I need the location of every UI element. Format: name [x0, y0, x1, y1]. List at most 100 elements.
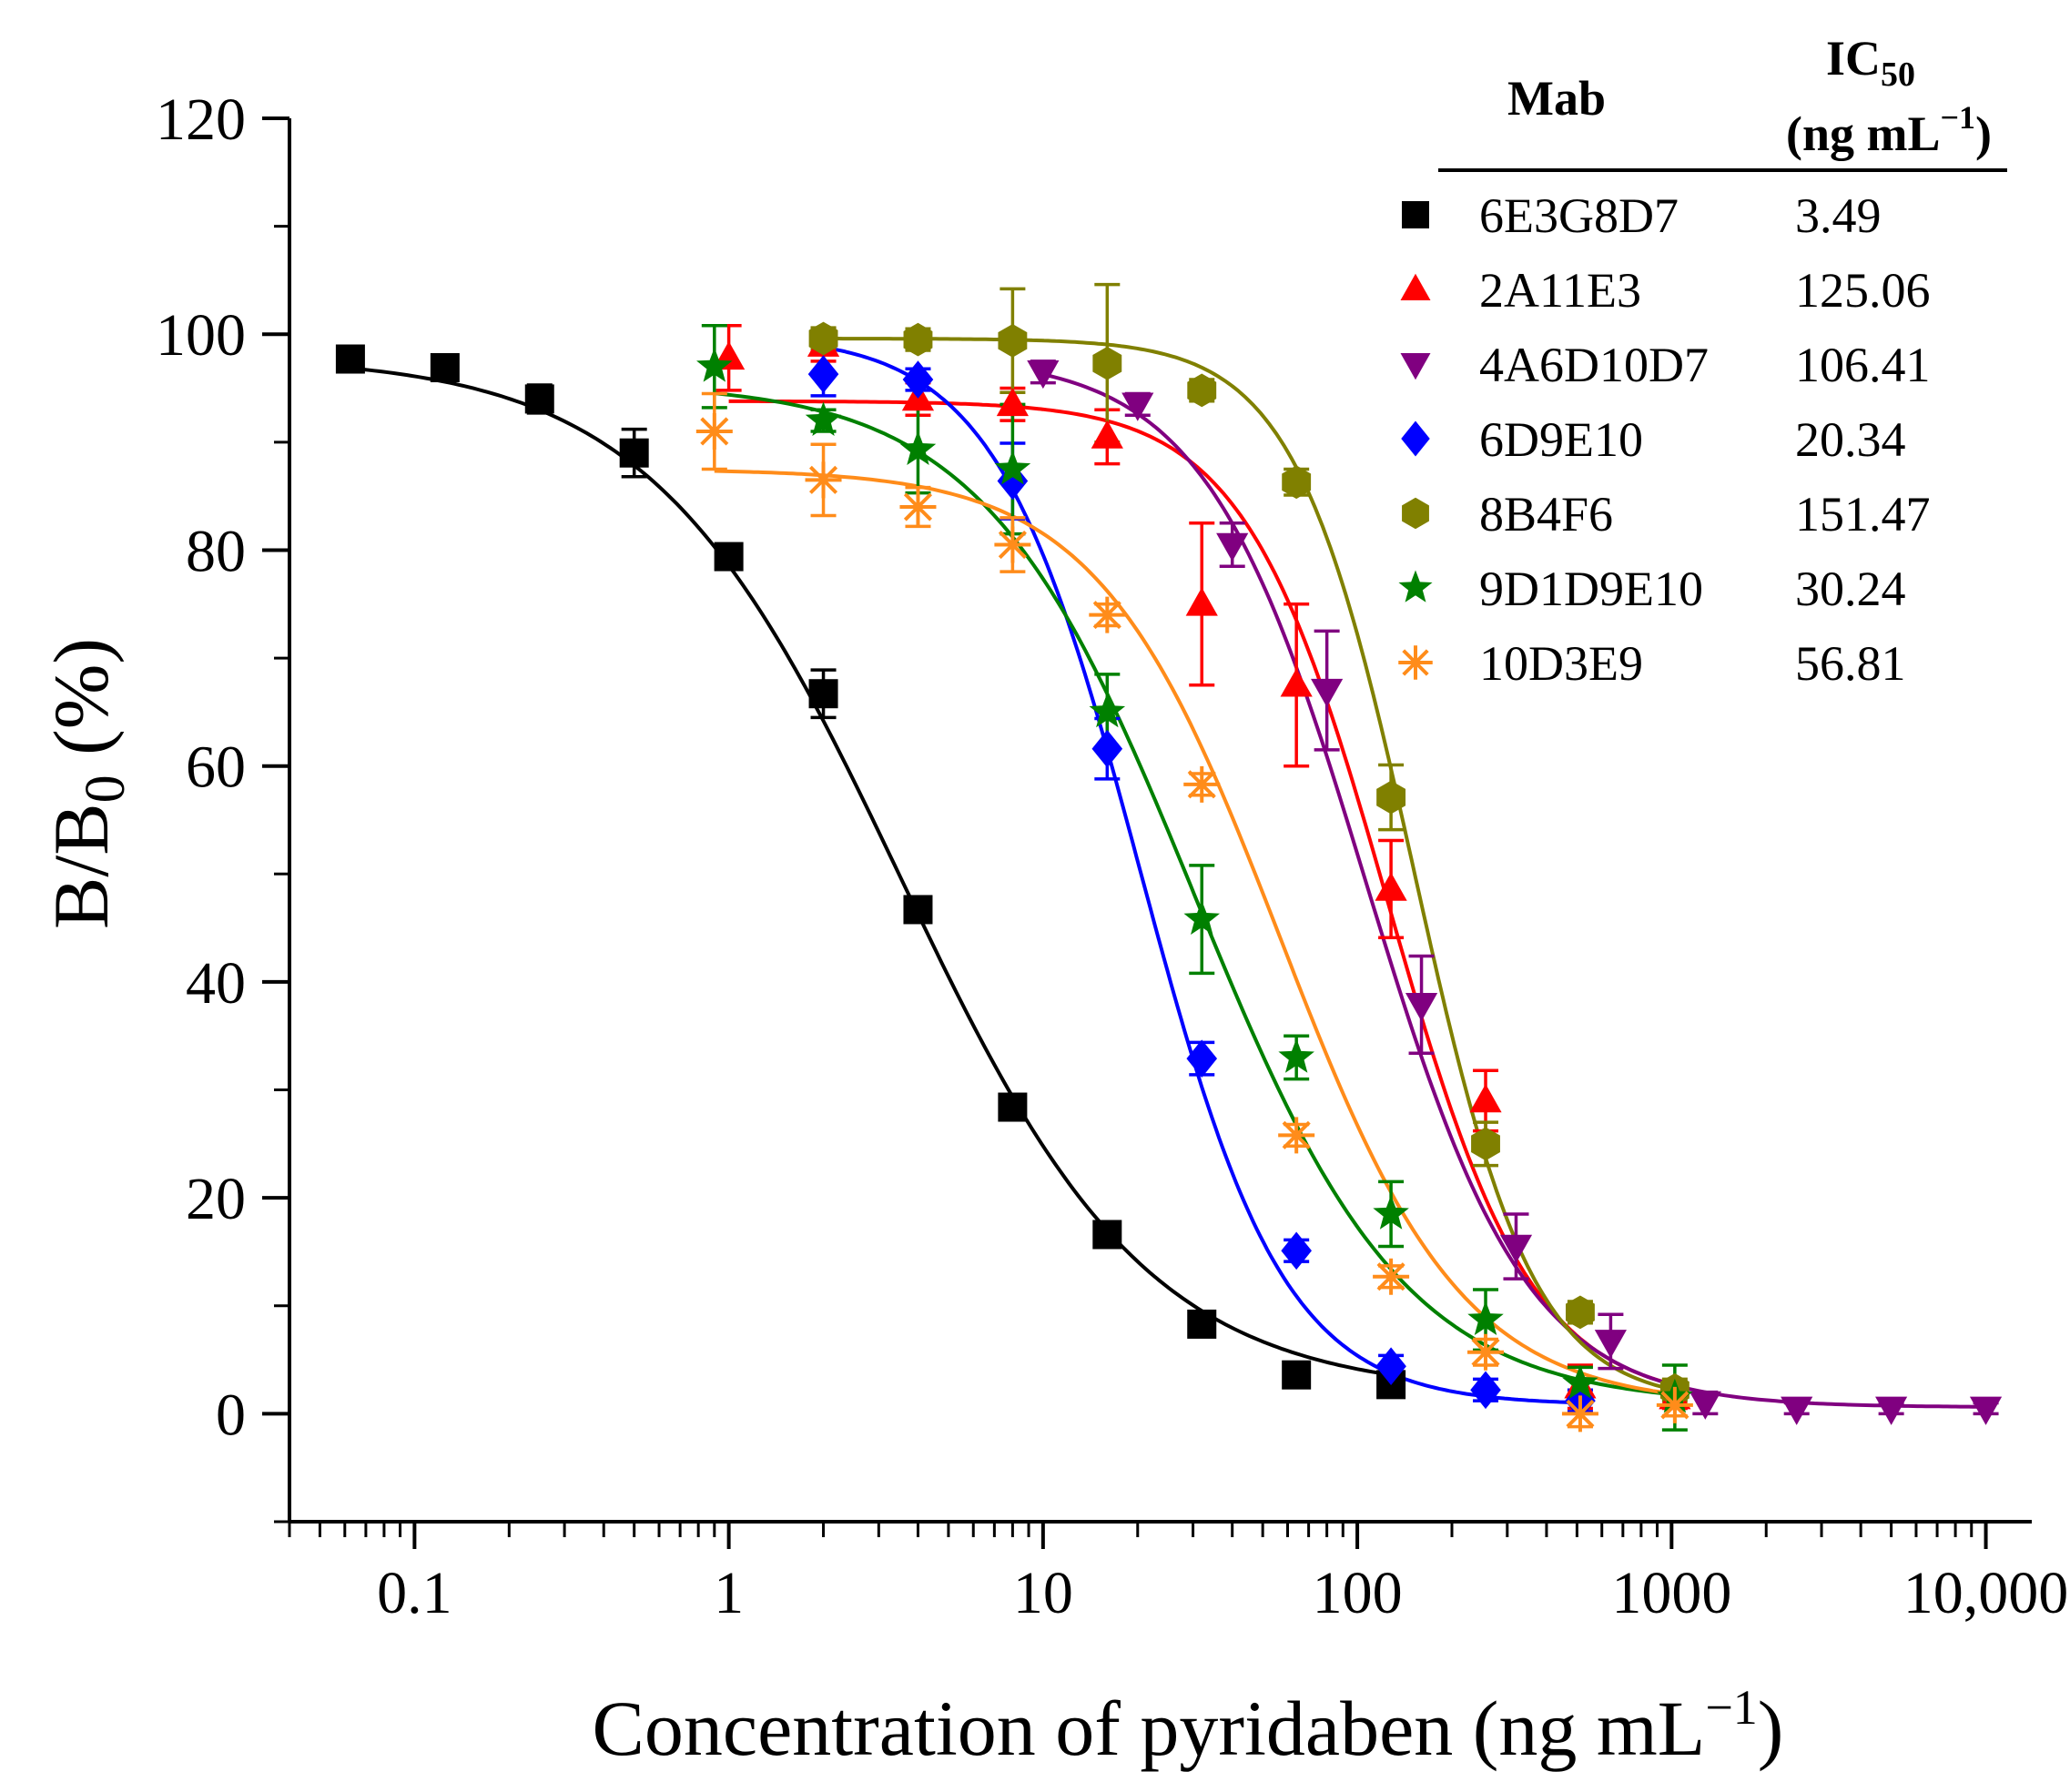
data-point-2A11E3: [1469, 1084, 1502, 1113]
data-point-10D3E9: [1278, 1117, 1315, 1154]
x-tick-label: 100: [1313, 1560, 1403, 1626]
y-axis-title: B/B0 (%): [37, 638, 137, 929]
data-point-6E3G8D7: [619, 438, 649, 468]
x-tick-label: 10: [1013, 1560, 1073, 1626]
data-point-8B4F6: [1092, 346, 1122, 380]
data-point-6D9E10: [807, 355, 839, 393]
fit-curve-6D9E10: [823, 345, 1580, 1405]
data-point-6E3G8D7: [714, 542, 744, 572]
legend-marker-6E3G8D7: [1402, 201, 1429, 228]
data-point-9D1D9E10: [1089, 693, 1126, 728]
y-tick-label: 60: [186, 734, 246, 801]
data-point-6D9E10: [1091, 729, 1123, 768]
data-point-6D9E10: [1186, 1039, 1218, 1078]
data-point-9D1D9E10: [1467, 1301, 1504, 1336]
y-tick-label: 100: [156, 302, 246, 369]
legend-header-ic50: IC50: [1826, 31, 1915, 94]
data-point-2A11E3: [1185, 587, 1218, 616]
data-point-10D3E9: [1467, 1333, 1505, 1371]
fit-curves-layer: [350, 337, 1986, 1409]
x-tick-label: 1000: [1611, 1560, 1731, 1626]
data-point-8B4F6: [903, 322, 933, 357]
legend-marker-8B4F6: [1402, 497, 1429, 530]
legend-ic50-value: 106.41: [1795, 338, 1931, 392]
legend-ic50-value: 125.06: [1795, 263, 1931, 318]
data-point-4A6D10D7: [1969, 1396, 2003, 1425]
error-bars-layer: [337, 282, 1999, 1432]
data-point-8B4F6: [998, 323, 1028, 358]
data-point-6E3G8D7: [903, 895, 933, 925]
data-point-2A11E3: [1280, 668, 1313, 697]
data-point-8B4F6: [1376, 780, 1406, 815]
x-tick-label: 0.1: [377, 1560, 452, 1626]
data-point-6E3G8D7: [430, 353, 460, 383]
data-point-4A6D10D7: [1594, 1330, 1628, 1359]
data-point-8B4F6: [808, 321, 838, 356]
data-point-6D9E10: [1281, 1231, 1312, 1271]
legend-ic50-value: 3.49: [1795, 188, 1882, 243]
x-tick-label: 10,000: [1903, 1560, 2069, 1626]
legend-label: 9D1D9E10: [1479, 562, 1703, 616]
legend-header-mab: Mab: [1507, 71, 1606, 126]
data-point-6E3G8D7: [524, 384, 554, 414]
data-point-9D1D9E10: [805, 401, 842, 436]
data-point-6E3G8D7: [998, 1092, 1028, 1122]
fit-curve-4A6D10D7: [1042, 372, 1986, 1409]
data-point-8B4F6: [1282, 465, 1312, 500]
legend-ic50-value: 20.34: [1795, 412, 1906, 467]
data-point-4A6D10D7: [1499, 1234, 1533, 1263]
data-point-9D1D9E10: [1373, 1195, 1409, 1230]
data-point-9D1D9E10: [1562, 1364, 1598, 1399]
data-point-8B4F6: [1471, 1127, 1500, 1161]
data-point-2A11E3: [1375, 872, 1407, 901]
data-point-9D1D9E10: [1183, 900, 1221, 935]
fit-curve-8B4F6: [823, 337, 1676, 1392]
data-point-9D1D9E10: [1278, 1038, 1314, 1073]
legend-ic50-value: 56.81: [1795, 636, 1906, 691]
fit-curve-9D1D9E10: [714, 391, 1676, 1397]
x-tick-label: 1: [714, 1560, 744, 1626]
fit-curve-10D3E9: [714, 469, 1676, 1396]
legend-marker-9D1D9E10: [1398, 570, 1433, 602]
data-point-4A6D10D7: [1121, 392, 1154, 421]
y-tick-label: 40: [186, 950, 246, 1017]
legend-label: 6D9E10: [1479, 412, 1643, 467]
legend-label: 8B4F6: [1479, 487, 1613, 542]
data-point-6D9E10: [1470, 1371, 1501, 1410]
y-tick-label: 0: [216, 1382, 246, 1448]
axes-layer: 0 20 40 60 80 100 120 0.1 1 10 100 1000 10,000 Concen…: [37, 86, 2068, 1772]
data-point-6E3G8D7: [335, 344, 365, 374]
legend-marker-10D3E9: [1398, 645, 1433, 680]
data-point-4A6D10D7: [1027, 359, 1060, 390]
data-point-6E3G8D7: [1092, 1220, 1122, 1250]
y-tick-label: 120: [156, 86, 246, 153]
x-axis-title: Concentration of pyridaben (ng mL−1): [593, 1680, 1784, 1772]
data-point-10D3E9: [1089, 596, 1126, 633]
data-point-6D9E10: [902, 360, 934, 399]
data-point-10D3E9: [1373, 1258, 1410, 1295]
fit-curve-6E3G8D7: [350, 366, 1392, 1377]
data-point-9D1D9E10: [994, 450, 1031, 485]
legend-marker-2A11E3: [1400, 273, 1431, 300]
data-point-10D3E9: [899, 489, 937, 526]
data-point-2A11E3: [996, 387, 1029, 417]
data-point-10D3E9: [805, 461, 842, 499]
data-point-10D3E9: [1656, 1386, 1693, 1423]
data-points-layer: [335, 321, 2003, 1433]
legend-marker-4A6D10D7: [1400, 353, 1431, 380]
data-point-8B4F6: [1187, 373, 1217, 408]
data-point-4A6D10D7: [1781, 1396, 1813, 1425]
data-point-6D9E10: [1375, 1347, 1406, 1385]
data-point-10D3E9: [1183, 765, 1221, 803]
legend-label: 6E3G8D7: [1479, 188, 1679, 243]
data-point-6E3G8D7: [1187, 1309, 1217, 1339]
legend-ic50-value: 30.24: [1795, 562, 1906, 616]
data-point-2A11E3: [1091, 420, 1123, 449]
data-point-4A6D10D7: [1216, 532, 1249, 562]
data-point-8B4F6: [1566, 1295, 1595, 1330]
legend-label: 10D3E9: [1479, 636, 1643, 691]
data-point-4A6D10D7: [1311, 678, 1344, 708]
data-point-10D3E9: [695, 412, 733, 450]
